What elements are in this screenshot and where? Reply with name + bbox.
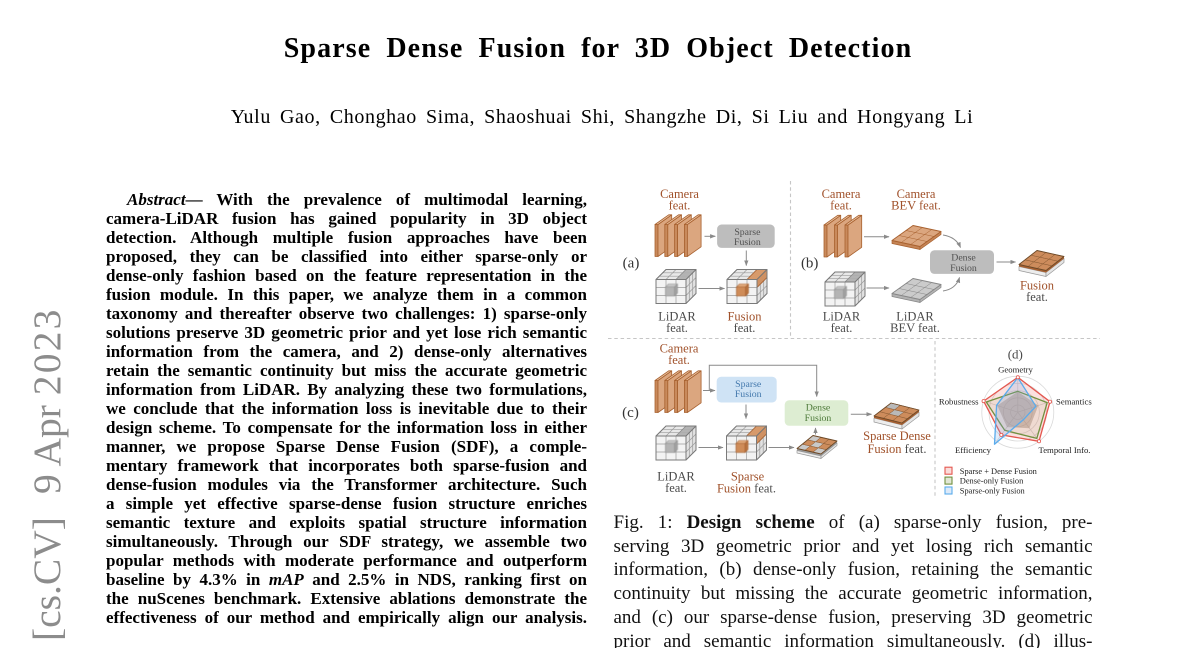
svg-text:feat.: feat.	[734, 321, 756, 335]
svg-text:Camera: Camera	[822, 187, 861, 201]
svg-text:Fusion: Fusion	[950, 263, 977, 274]
svg-text:Dense: Dense	[806, 403, 831, 414]
svg-text:Geometry: Geometry	[998, 365, 1033, 375]
svg-text:feat.: feat.	[665, 481, 687, 495]
svg-text:BEV feat.: BEV feat.	[891, 199, 941, 213]
svg-text:Fusion: Fusion	[735, 389, 762, 400]
svg-text:BEV feat.: BEV feat.	[890, 321, 940, 335]
svg-text:Camera: Camera	[897, 187, 936, 201]
svg-text:Fusion: Fusion	[727, 310, 762, 324]
svg-text:Semantics: Semantics	[1056, 397, 1092, 407]
svg-text:(c): (c)	[622, 405, 639, 421]
svg-text:feat.: feat.	[831, 321, 853, 335]
svg-text:Sparse + Dense Fusion: Sparse + Dense Fusion	[960, 467, 1038, 476]
svg-text:LiDAR: LiDAR	[658, 310, 696, 324]
svg-text:Fusion: Fusion	[1020, 279, 1055, 293]
svg-text:(d): (d)	[1008, 347, 1023, 362]
svg-text:Efficiency: Efficiency	[955, 445, 992, 455]
svg-text:feat.: feat.	[668, 353, 690, 367]
svg-text:feat.: feat.	[666, 321, 688, 335]
svg-text:(b): (b)	[801, 256, 819, 272]
svg-text:Dense: Dense	[951, 253, 976, 264]
svg-text:Sparse: Sparse	[734, 227, 761, 238]
svg-text:feat.: feat.	[830, 199, 852, 213]
svg-text:Fusion feat.: Fusion feat.	[867, 442, 926, 456]
svg-text:LiDAR: LiDAR	[896, 310, 934, 324]
svg-text:LiDAR: LiDAR	[823, 310, 861, 324]
svg-text:Fusion feat.: Fusion feat.	[717, 482, 776, 496]
svg-text:Dense-only Fusion: Dense-only Fusion	[960, 477, 1024, 486]
svg-text:Sparse: Sparse	[731, 470, 765, 484]
svg-text:feat.: feat.	[669, 199, 691, 213]
svg-text:Sparse-only Fusion: Sparse-only Fusion	[960, 487, 1026, 496]
svg-text:Camera: Camera	[660, 342, 699, 356]
svg-text:Fusion: Fusion	[734, 237, 761, 248]
svg-text:Camera: Camera	[660, 187, 699, 201]
svg-text:feat.: feat.	[1026, 290, 1048, 304]
svg-text:Temporal Info.: Temporal Info.	[1039, 445, 1091, 455]
svg-text:Fusion: Fusion	[805, 413, 832, 424]
svg-text:Sparse Dense: Sparse Dense	[863, 429, 931, 443]
svg-text:(a): (a)	[623, 256, 640, 272]
svg-text:Sparse: Sparse	[735, 379, 762, 390]
svg-text:Robustness: Robustness	[939, 397, 979, 407]
svg-text:LiDAR: LiDAR	[657, 470, 695, 484]
